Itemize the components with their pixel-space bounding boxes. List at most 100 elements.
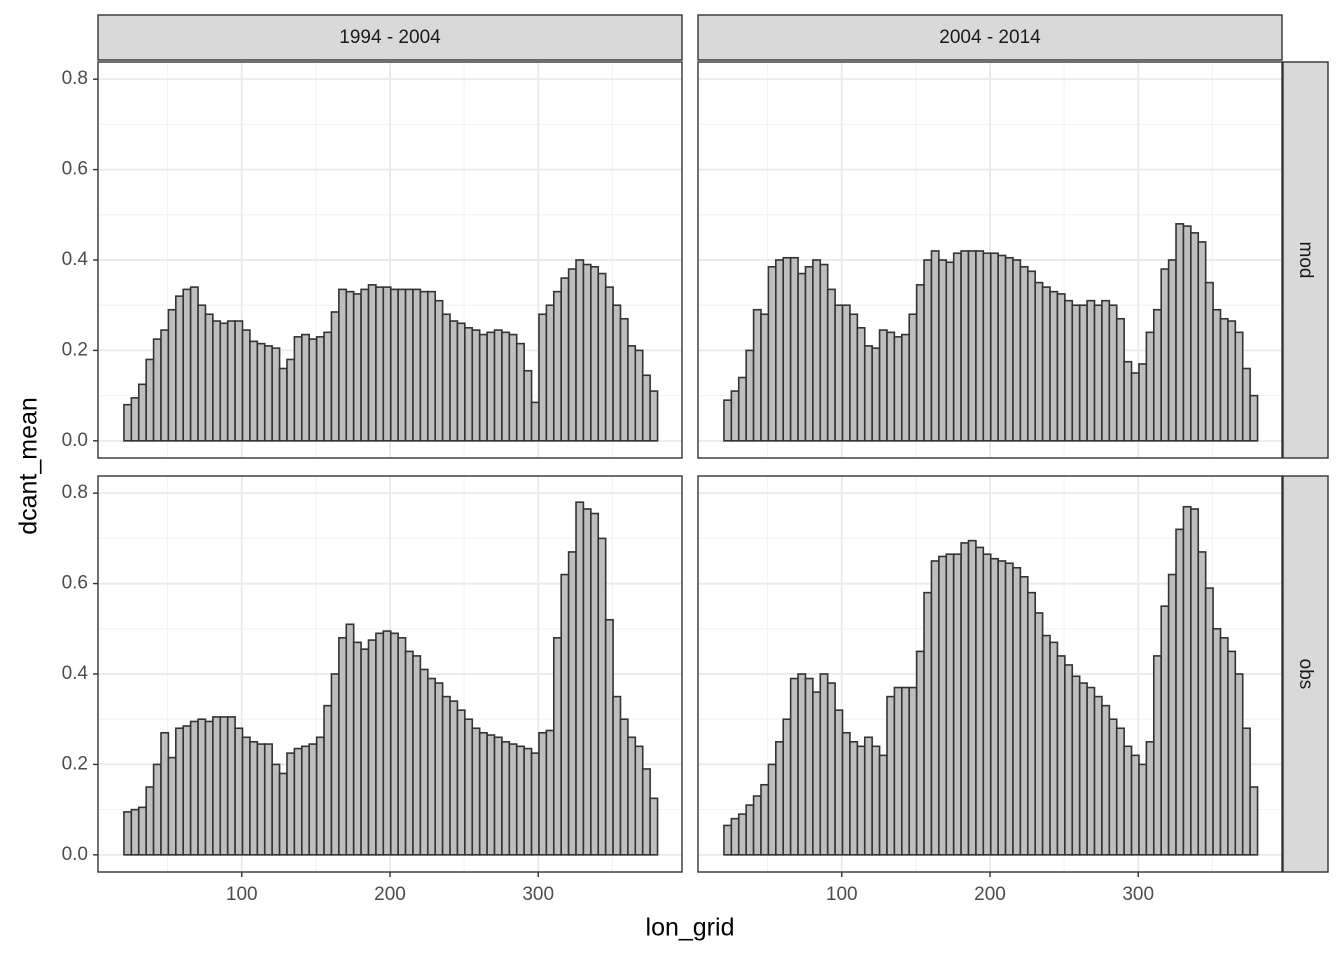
strip-label: 2004 - 2014	[939, 27, 1041, 48]
bar	[301, 745, 311, 856]
bar	[1160, 605, 1170, 856]
bar	[301, 333, 311, 442]
bar	[189, 286, 199, 442]
bar	[545, 304, 555, 442]
bar	[597, 272, 607, 442]
bar	[226, 320, 236, 442]
bar	[278, 772, 288, 856]
bar	[315, 336, 325, 442]
y-tick-label: 0.8	[62, 482, 88, 503]
bar	[641, 374, 651, 442]
bar	[308, 743, 318, 856]
bar	[812, 259, 822, 442]
bar	[960, 250, 970, 442]
bar	[982, 553, 992, 856]
bar	[486, 331, 496, 442]
bar	[552, 290, 562, 442]
x-tick-label: 200	[374, 884, 406, 905]
bar	[1071, 675, 1081, 856]
bar	[1101, 299, 1111, 442]
bar	[560, 277, 570, 442]
bar	[841, 304, 851, 442]
bar	[1182, 225, 1192, 442]
bar	[412, 655, 422, 856]
y-tick-label: 0.0	[62, 844, 88, 865]
bar	[1049, 290, 1059, 442]
bar	[604, 618, 614, 856]
y-tick-label: 0.6	[62, 159, 88, 180]
bar	[145, 786, 155, 856]
bar	[449, 700, 459, 856]
bar	[1227, 650, 1237, 856]
bar	[1115, 317, 1125, 442]
bar	[271, 763, 281, 856]
bar	[360, 288, 370, 442]
bar	[1123, 745, 1133, 856]
bar	[849, 741, 859, 856]
bar	[397, 637, 407, 856]
bar	[286, 752, 296, 856]
bar	[627, 736, 637, 856]
bar	[1078, 682, 1088, 856]
bar	[545, 729, 555, 856]
bar	[456, 709, 466, 856]
bar	[597, 537, 607, 856]
bar	[819, 263, 829, 442]
bar	[649, 797, 659, 856]
bar	[234, 727, 244, 856]
y-tick-label: 0.6	[62, 573, 88, 594]
bar	[893, 686, 903, 856]
bar	[1167, 259, 1177, 442]
bar	[241, 329, 251, 442]
bar	[382, 630, 392, 856]
bar	[945, 261, 955, 442]
bar	[308, 338, 318, 442]
bar	[1086, 686, 1096, 856]
bar	[249, 741, 259, 856]
bar	[886, 695, 896, 856]
bar	[241, 736, 251, 856]
bar	[515, 745, 525, 856]
bar	[167, 308, 177, 442]
bar	[1093, 695, 1103, 856]
bar	[901, 686, 911, 856]
bar	[1071, 304, 1081, 442]
bar	[219, 716, 229, 856]
bar	[464, 718, 474, 856]
bar	[1167, 573, 1177, 856]
bar	[1145, 741, 1155, 856]
bar	[330, 311, 340, 442]
bar	[1197, 551, 1207, 856]
bar	[1041, 634, 1051, 856]
bar	[263, 345, 273, 442]
bar	[204, 313, 214, 442]
bar	[767, 763, 777, 856]
bar	[212, 716, 222, 856]
bar	[930, 560, 940, 856]
bar	[1145, 331, 1155, 442]
bar	[412, 288, 422, 442]
bar	[752, 795, 762, 856]
bar	[330, 673, 340, 856]
bar	[419, 290, 429, 442]
bar	[775, 259, 785, 442]
bar	[1212, 308, 1222, 442]
bar	[486, 734, 496, 856]
bar	[1026, 591, 1037, 856]
bar	[493, 736, 503, 856]
bar	[1190, 508, 1200, 856]
bar	[538, 731, 548, 856]
bar	[1056, 655, 1066, 856]
bar	[1004, 562, 1014, 856]
bar	[278, 367, 288, 442]
bar	[967, 250, 977, 442]
bar	[1234, 331, 1244, 442]
bar	[938, 259, 948, 442]
bar	[434, 299, 444, 442]
bar	[1019, 265, 1029, 442]
bar	[930, 250, 940, 442]
bar	[641, 768, 651, 856]
strip-label: mod	[1295, 242, 1316, 279]
bar	[389, 632, 399, 856]
bar	[189, 720, 199, 856]
